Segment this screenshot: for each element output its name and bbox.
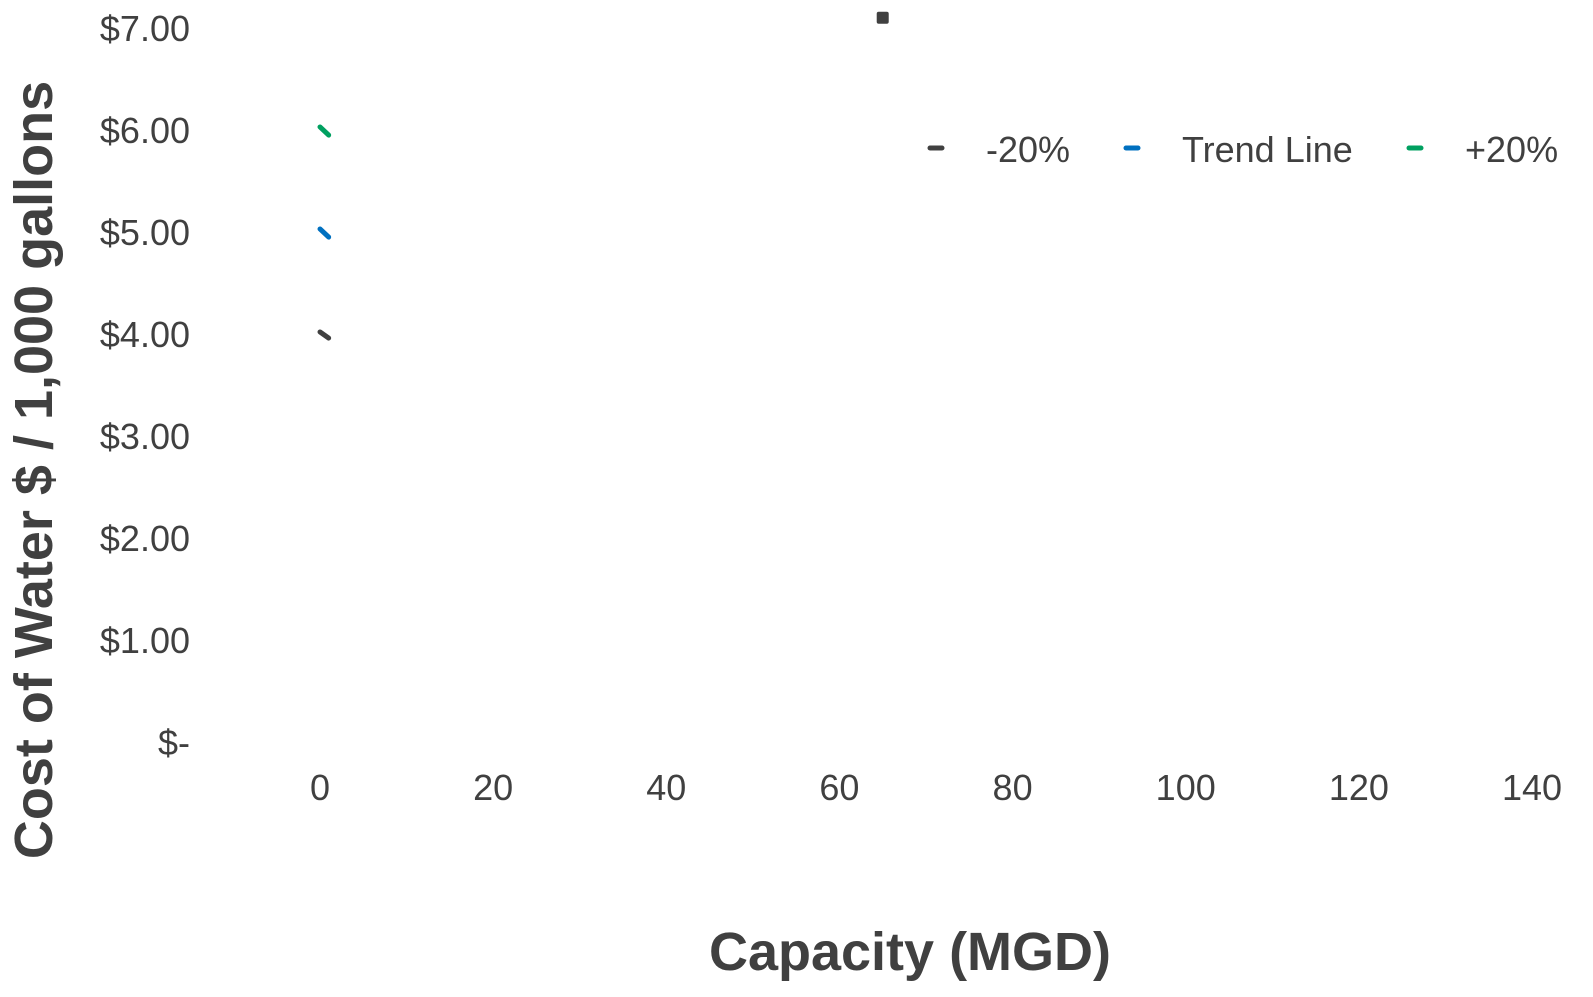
y-tick-label: $3.00 [100,416,190,457]
x-tick-label: 120 [1329,767,1389,808]
legend: -20% Trend Line +20% [927,129,1558,170]
x-tick-label: 100 [1156,767,1216,808]
series-layer [317,124,332,341]
y-tick-label: $4.00 [100,314,190,355]
x-tick-label: 0 [310,767,330,808]
legend-label: -20% [986,129,1070,170]
x-tick-label: 140 [1502,767,1562,808]
x-axis-ticks: 0 20 40 60 80 100 120 140 [310,767,1562,808]
x-tick-label: 60 [819,767,859,808]
series-line [317,124,332,138]
y-tick-label: $6.00 [100,110,190,151]
y-axis-ticks: $- $1.00 $2.00 $3.00 $4.00 $5.00 $6.00 $7.00 [100,8,190,763]
legend-label: Trend Line [1182,129,1353,170]
y-axis-title: Cost of Water $ / 1,000 gallons [4,81,64,859]
y-tick-label: $7.00 [100,8,190,49]
x-tick-label: 40 [646,767,686,808]
x-tick-label: 80 [993,767,1033,808]
x-tick-label: 20 [473,767,513,808]
y-tick-label: $5.00 [100,212,190,253]
series-line [317,226,332,240]
legend-label: +20% [1465,129,1558,170]
y-tick-label: $2.00 [100,518,190,559]
marker-layer [876,11,889,24]
data-point-marker [876,11,889,24]
x-axis-title: Capacity (MGD) [709,922,1111,982]
series-line [317,329,332,341]
y-tick-label: $1.00 [100,620,190,661]
y-tick-label: $- [158,722,190,763]
